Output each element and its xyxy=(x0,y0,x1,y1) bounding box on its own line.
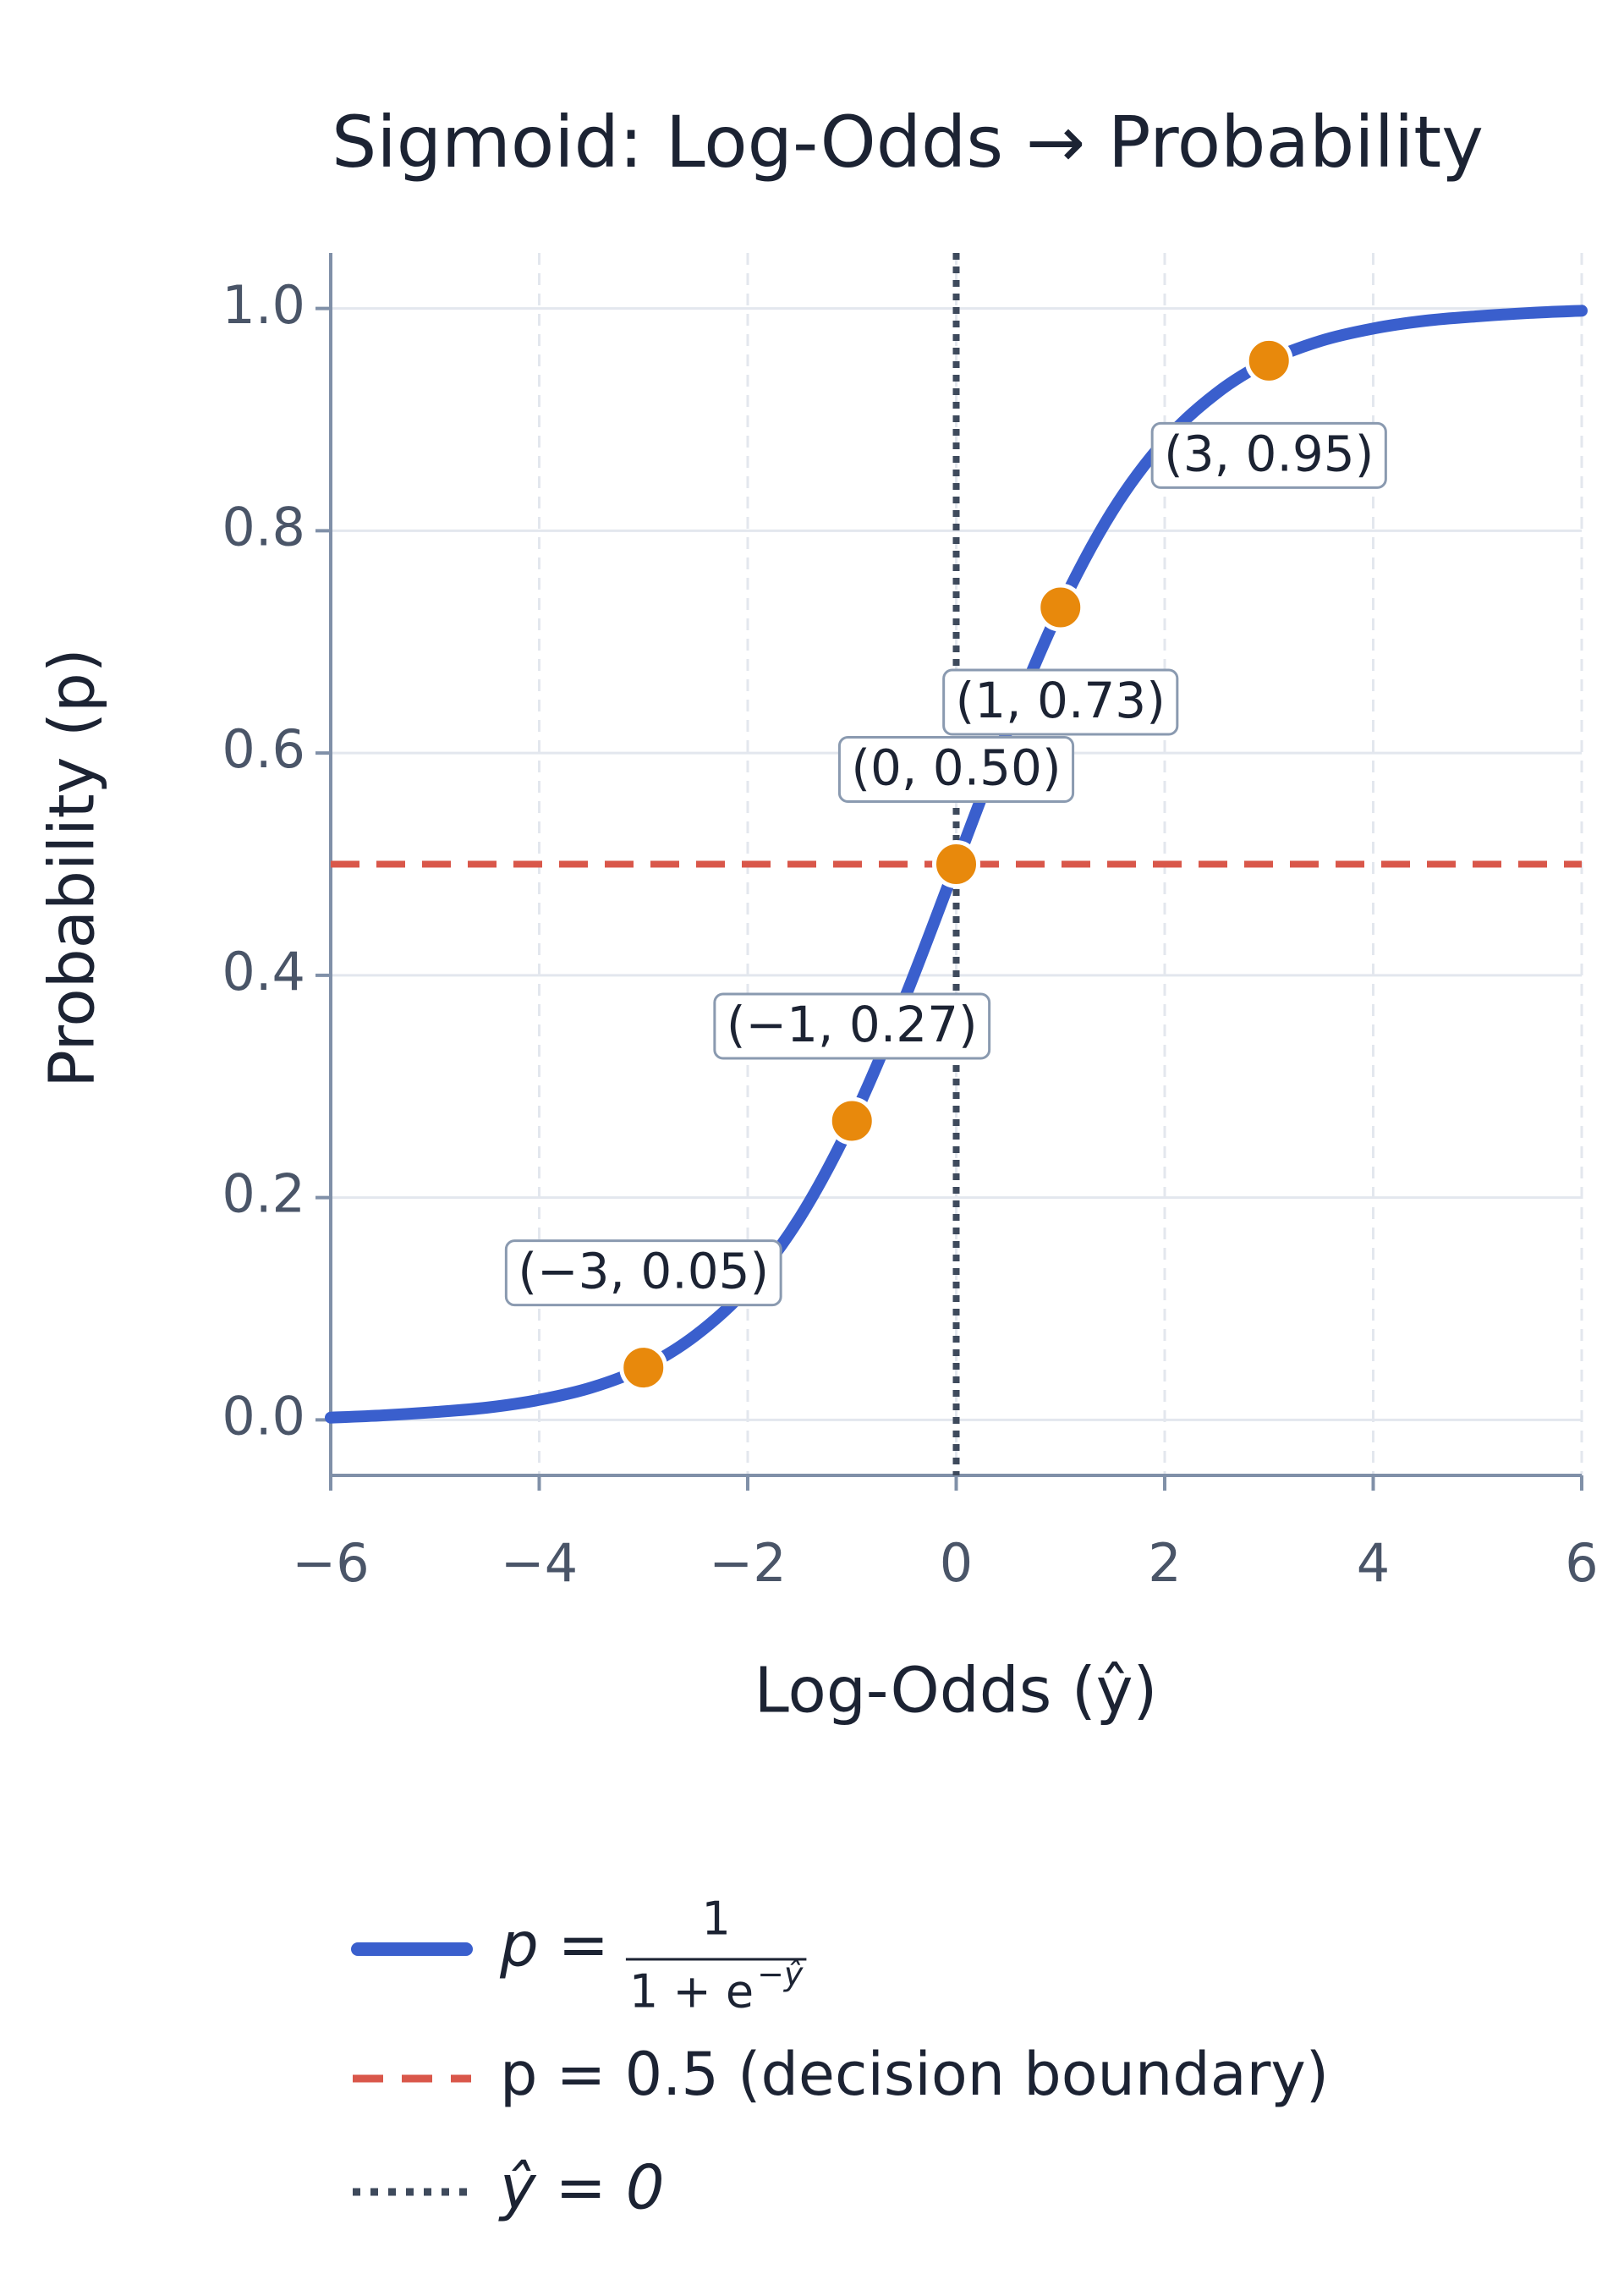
x-tick-label: 2 xyxy=(1148,1532,1181,1594)
annotation-box xyxy=(713,992,991,1060)
y-axis-label: Probability (p) xyxy=(36,648,109,1087)
annotation-label: (−1, 0.27) xyxy=(727,996,978,1053)
y-tick-label: 0.0 xyxy=(222,1385,305,1447)
annotation-box xyxy=(837,736,1075,803)
legend-label: ŷ = 0 xyxy=(498,2152,665,2223)
y-tick-label: 0.2 xyxy=(222,1163,305,1225)
legend-formula-exponent: −ŷ xyxy=(757,1956,804,1993)
x-tick-label: 4 xyxy=(1357,1532,1390,1594)
y-tick-label: 0.8 xyxy=(222,497,305,558)
legend-label: p = 0.5 (decision boundary) xyxy=(500,2040,1329,2109)
annotation-label: (3, 0.95) xyxy=(1164,426,1374,483)
highlight-point xyxy=(932,840,980,888)
x-tick-label: −4 xyxy=(501,1532,578,1594)
annotation-label: (0, 0.50) xyxy=(851,739,1061,797)
x-tick-label: −6 xyxy=(292,1532,369,1594)
annotation-label: (1, 0.73) xyxy=(956,672,1166,729)
highlight-point xyxy=(1036,583,1085,632)
annotation-label: (−3, 0.05) xyxy=(518,1243,769,1300)
y-tick-label: 1.0 xyxy=(222,274,305,336)
chart-title: Sigmoid: Log-Odds → Probability xyxy=(332,101,1484,184)
annotation-box xyxy=(1150,421,1387,489)
x-axis-label: Log-Odds (ŷ) xyxy=(754,1655,1158,1727)
y-tick-label: 0.6 xyxy=(222,718,305,780)
x-tick-label: −2 xyxy=(709,1532,786,1594)
highlight-point xyxy=(619,1343,668,1392)
legend-formula-numerator: 1 xyxy=(701,1892,730,1946)
x-tick-label: 0 xyxy=(940,1532,973,1594)
legend-formula-lhs: p = xyxy=(499,1909,609,1980)
legend-formula-denominator: 1 + e xyxy=(629,1965,754,2019)
y-tick-label: 0.4 xyxy=(222,941,305,1002)
x-tick-label: 6 xyxy=(1565,1532,1598,1594)
annotation-box xyxy=(942,668,1179,736)
highlight-point xyxy=(1244,336,1293,385)
annotation-box xyxy=(504,1239,782,1307)
highlight-point xyxy=(827,1096,876,1145)
